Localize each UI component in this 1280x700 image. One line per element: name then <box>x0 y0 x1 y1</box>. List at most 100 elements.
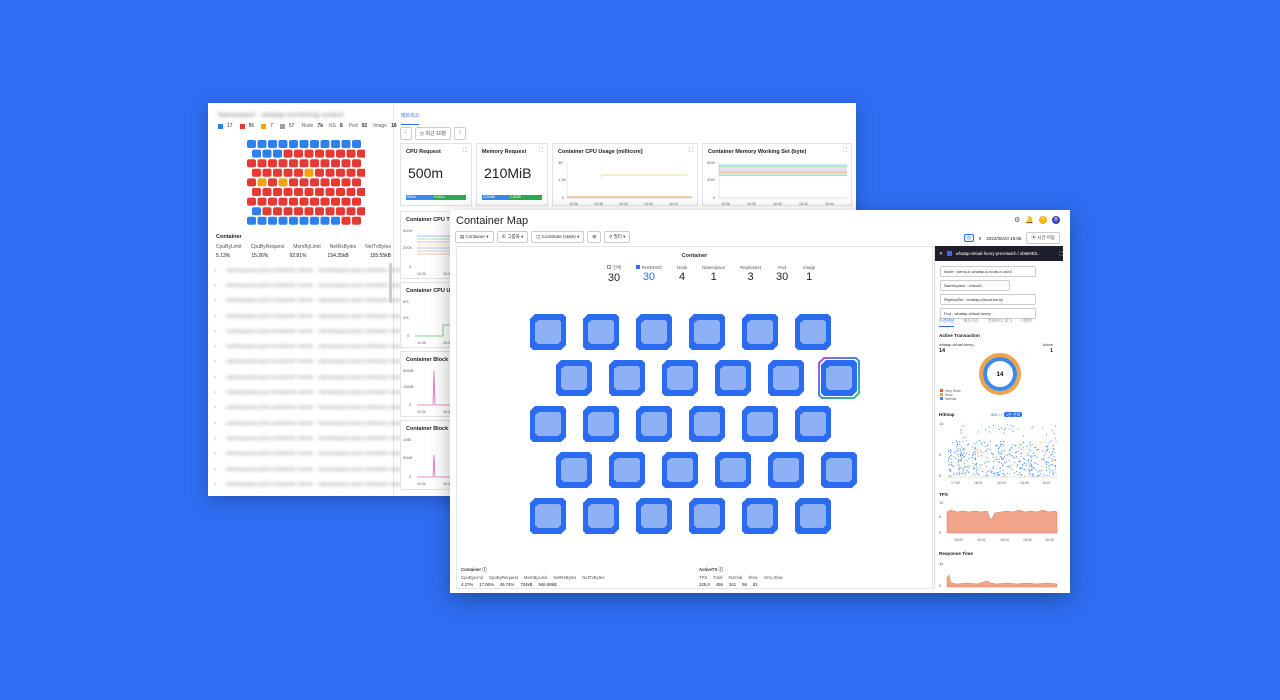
container-hex[interactable] <box>633 311 675 353</box>
mini-hex[interactable] <box>320 178 330 187</box>
mini-hex[interactable] <box>352 140 361 148</box>
mini-hex[interactable] <box>283 188 293 196</box>
mini-hex[interactable] <box>352 159 361 168</box>
container-hex[interactable] <box>553 357 595 399</box>
container-hex[interactable] <box>580 403 622 445</box>
mini-hex[interactable] <box>252 168 261 177</box>
mini-hex[interactable] <box>273 188 282 196</box>
mini-hex[interactable] <box>304 168 314 177</box>
next-button[interactable]: › <box>454 127 466 140</box>
container-hex[interactable] <box>765 449 807 491</box>
mini-hex[interactable] <box>283 149 293 158</box>
container-hex[interactable] <box>712 357 754 399</box>
mini-hex[interactable] <box>268 140 277 148</box>
mini-hex[interactable] <box>252 149 261 158</box>
container-hex[interactable] <box>739 495 781 537</box>
container-hex[interactable] <box>659 449 701 491</box>
mini-hex[interactable] <box>357 188 365 196</box>
mini-hex[interactable] <box>257 178 267 187</box>
container-hex[interactable] <box>527 495 569 537</box>
container-hex[interactable] <box>686 495 728 537</box>
node-field[interactable]: Node : demo-k-whatap-k-node-e-ode3 <box>940 266 1036 277</box>
mini-hex[interactable] <box>247 140 256 148</box>
container-hex[interactable] <box>686 403 728 445</box>
mini-hex[interactable] <box>336 188 345 196</box>
container-hex[interactable] <box>792 311 834 353</box>
clock-icon[interactable]: ◷ <box>963 234 974 242</box>
mini-hex[interactable] <box>278 178 288 187</box>
expand-icon[interactable]: ⛶ <box>688 148 693 154</box>
list-item[interactable]: › namespace-pod-container-name · namespac… <box>214 416 405 431</box>
container-hex[interactable] <box>739 311 781 353</box>
mini-hex[interactable] <box>357 168 365 177</box>
container-hex[interactable] <box>633 403 675 445</box>
mini-hex[interactable] <box>346 207 356 216</box>
container-hex[interactable] <box>580 311 622 353</box>
list-item[interactable]: › namespace-pod-container-name · namespac… <box>214 385 405 400</box>
chevron-right-icon[interactable]: › <box>214 282 216 289</box>
mini-hex[interactable] <box>262 207 272 216</box>
tab-metrics[interactable]: 메트릭스 <box>401 112 420 125</box>
expand-icon[interactable]: ⛶ <box>538 148 543 154</box>
mini-hex[interactable] <box>252 188 261 196</box>
filter-button[interactable]: ⚲ 필터 ▾ <box>604 231 631 243</box>
chevron-right-icon[interactable]: › <box>214 267 216 274</box>
mini-hex[interactable] <box>320 216 330 225</box>
mini-hex[interactable] <box>257 197 267 206</box>
layout-button[interactable]: ⊞ <box>587 231 602 243</box>
tab-events[interactable]: 이벤트 <box>1021 318 1033 323</box>
mini-hex[interactable] <box>346 149 356 158</box>
container-hex[interactable] <box>633 495 675 537</box>
tab-metrics[interactable]: 메트릭스 <box>963 318 979 323</box>
mini-hex[interactable] <box>341 159 351 168</box>
mini-hex[interactable] <box>357 207 365 216</box>
mini-hex[interactable] <box>320 140 330 148</box>
mini-hex[interactable] <box>310 159 319 168</box>
prev-button[interactable]: ‹ <box>400 127 412 140</box>
mini-hex[interactable] <box>357 149 365 158</box>
mini-hex[interactable] <box>289 197 298 206</box>
mini-hex[interactable] <box>336 207 345 216</box>
mini-hex[interactable] <box>262 188 272 196</box>
container-hex[interactable] <box>606 449 648 491</box>
chevron-right-icon[interactable]: › <box>214 451 216 458</box>
mini-hex[interactable] <box>299 178 309 187</box>
mini-hex[interactable] <box>352 197 361 206</box>
list-item[interactable]: › namespace-pod-container-name · namespac… <box>214 370 405 385</box>
list-item[interactable]: › namespace-pod-container-name · namespac… <box>214 324 405 339</box>
container-hex[interactable] <box>818 449 860 491</box>
mini-hex[interactable] <box>299 140 309 148</box>
list-item[interactable]: › namespace-pod-container-name · namespac… <box>214 401 405 416</box>
chevron-right-icon[interactable]: › <box>214 344 216 351</box>
container-hex[interactable] <box>659 357 701 399</box>
mini-hex[interactable] <box>273 168 282 177</box>
mini-hex[interactable] <box>331 178 340 187</box>
mini-hex[interactable] <box>304 149 314 158</box>
chevron-right-icon[interactable]: › <box>214 390 216 397</box>
mini-hex[interactable] <box>283 207 293 216</box>
pause-button[interactable]: II <box>978 235 982 241</box>
list-item[interactable]: › namespace-pod-container-name · namespac… <box>214 477 405 492</box>
mini-hex[interactable] <box>304 188 314 196</box>
list-item[interactable]: › namespace-pod-container-name · namespac… <box>214 462 405 477</box>
mini-hex[interactable] <box>310 140 319 148</box>
container-hex[interactable] <box>606 357 648 399</box>
list-item[interactable]: › namespace-pod-container-name · namespac… <box>214 309 405 324</box>
container-hex[interactable] <box>818 357 860 399</box>
chevron-right-icon[interactable]: › <box>214 298 216 305</box>
list-item[interactable]: › namespace-pod-container-name · namespac… <box>214 278 405 293</box>
container-hex[interactable] <box>553 449 595 491</box>
mini-hex[interactable] <box>352 216 361 225</box>
list-item[interactable]: › namespace-pod-container-name · namespac… <box>214 355 405 370</box>
mini-hex[interactable] <box>325 149 335 158</box>
mini-hex[interactable] <box>299 197 309 206</box>
mini-hex[interactable] <box>331 140 340 148</box>
mini-hex[interactable] <box>341 197 351 206</box>
replicaset-field[interactable]: ReplicaSet : whatap-virtual-henry <box>940 294 1036 305</box>
mini-hex[interactable] <box>273 207 282 216</box>
mini-hex[interactable] <box>247 178 256 187</box>
state-select[interactable]: ◫ ContState (state) ▾ <box>531 231 585 243</box>
container-hex[interactable] <box>712 449 754 491</box>
mini-hex[interactable] <box>278 159 288 168</box>
mini-hex[interactable] <box>247 159 256 168</box>
